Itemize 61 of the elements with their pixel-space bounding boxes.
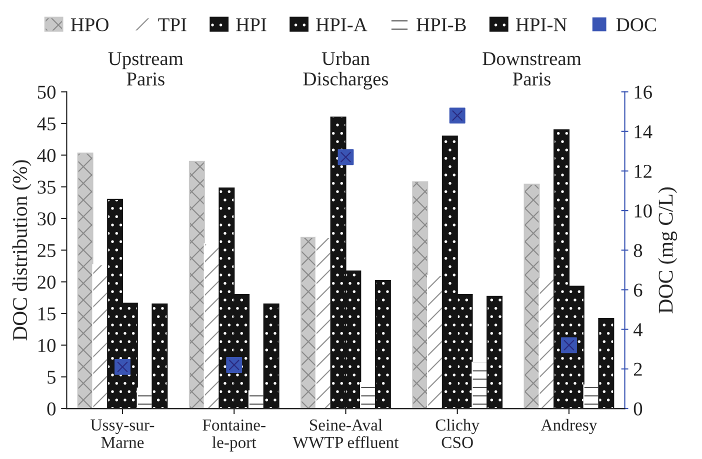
point bbox=[114, 358, 130, 375]
y2-axis-title: DOC (mg C/L) bbox=[658, 187, 678, 314]
y2-tick-label: 14 bbox=[634, 125, 652, 138]
bar bbox=[315, 236, 332, 409]
bar bbox=[248, 390, 264, 409]
y-tick-label: 10 bbox=[38, 338, 56, 352]
y2-tick-label: 0 bbox=[634, 402, 642, 416]
bar bbox=[360, 382, 376, 409]
bar bbox=[374, 280, 391, 409]
point bbox=[226, 356, 242, 373]
y-tick-label: 20 bbox=[38, 276, 56, 289]
text: Downstream Paris bbox=[482, 52, 582, 86]
bar bbox=[152, 303, 168, 409]
point bbox=[560, 337, 577, 354]
y-tick-label: 45 bbox=[37, 117, 56, 130]
bar bbox=[300, 236, 317, 409]
bar bbox=[92, 264, 108, 409]
y2-tick-label: 4 bbox=[633, 323, 643, 336]
y2-tick-label: 16 bbox=[634, 86, 652, 99]
point bbox=[449, 108, 466, 124]
x-tick-label: Clichy CSO bbox=[436, 418, 480, 448]
y-tick-label: 30 bbox=[38, 212, 56, 226]
y2-tick-label: 8 bbox=[634, 244, 642, 258]
text: Upstream Paris bbox=[108, 52, 184, 86]
legend-label: TPI bbox=[158, 18, 186, 32]
bar bbox=[427, 274, 444, 409]
bar bbox=[538, 278, 555, 409]
bar bbox=[598, 318, 614, 409]
bar bbox=[486, 296, 503, 409]
bar bbox=[136, 388, 153, 409]
bar bbox=[204, 243, 220, 409]
y2-tick-label: 2 bbox=[634, 362, 642, 376]
x-tick-label: Seine-Aval WWTP effluent bbox=[292, 418, 399, 448]
text: Urban Discharges bbox=[303, 51, 388, 90]
y-tick-label: 0 bbox=[47, 402, 56, 416]
legend-label: HPI-B bbox=[416, 18, 466, 32]
legend-label: HPO bbox=[70, 18, 108, 32]
legend-label: DOC bbox=[616, 18, 656, 32]
y-tick-label: 5 bbox=[48, 370, 56, 384]
y-tick-label: 40 bbox=[37, 148, 56, 162]
y2-tick-label: 6 bbox=[634, 284, 642, 297]
y-tick-label: 25 bbox=[38, 244, 56, 258]
bar bbox=[263, 303, 280, 409]
bar bbox=[188, 160, 205, 409]
y-axis-title: DOC distribution (%) bbox=[12, 160, 32, 340]
y2-tick-label: 10 bbox=[634, 204, 652, 218]
point bbox=[338, 149, 354, 166]
legend-label: HPI-N bbox=[516, 18, 567, 32]
bar bbox=[524, 184, 540, 409]
bar bbox=[472, 362, 488, 409]
bar bbox=[412, 181, 428, 409]
legend-label: HPI-A bbox=[316, 18, 368, 32]
x-tick-label: Ussy-sur- Marne bbox=[90, 420, 154, 448]
x-tick-label: Fontaine- le-port bbox=[202, 419, 266, 452]
y2-tick-label: 12 bbox=[634, 164, 652, 178]
y-tick-label: 35 bbox=[38, 180, 56, 194]
x-tick-label: Andresy bbox=[540, 418, 598, 434]
legend-label: HPI bbox=[236, 18, 266, 32]
y-tick-label: 50 bbox=[38, 86, 56, 99]
y-tick-label: 15 bbox=[38, 307, 56, 320]
bar bbox=[77, 152, 94, 409]
